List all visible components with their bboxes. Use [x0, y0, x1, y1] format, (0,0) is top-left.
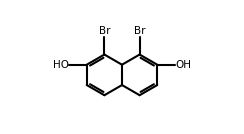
Text: OH: OH	[175, 60, 191, 70]
Text: Br: Br	[134, 26, 145, 36]
Text: HO: HO	[53, 60, 69, 70]
Text: Br: Br	[99, 26, 110, 36]
